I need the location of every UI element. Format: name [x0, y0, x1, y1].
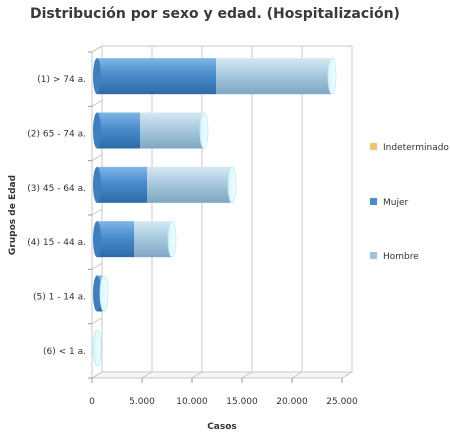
x-gridline-floor: [291, 371, 303, 379]
x-axis-title: Casos: [207, 422, 237, 432]
x-gridline-floor: [341, 371, 353, 379]
y-tick-label: (2) 65 - 74 a.: [27, 130, 86, 140]
chart-title: Distribución por sexo y edad. (Hospitali…: [30, 6, 400, 22]
y-gridline: [91, 371, 103, 379]
x-tick-label: 0: [89, 397, 95, 407]
bar-cap-end: [167, 220, 177, 258]
y-tick-label: (5) 1 - 14 a.: [33, 293, 86, 303]
legend-label-indeterminado[interactable]: Indeterminado: [383, 143, 449, 153]
x-tick-label: 15.000: [226, 397, 258, 407]
bar-cap-start: [93, 275, 101, 312]
y-gridline: [91, 262, 103, 270]
legend-label-hombre[interactable]: Hombre: [383, 252, 419, 262]
back-wall: [101, 45, 353, 373]
bar-hombre[interactable]: [147, 166, 232, 203]
bar-cap-start: [93, 58, 101, 95]
floor: [90, 371, 354, 379]
y-gridline: [91, 99, 103, 107]
bar-mujer[interactable]: [97, 166, 147, 203]
x-gridline-floor: [241, 371, 253, 379]
x-tick-label: 20.000: [276, 397, 308, 407]
bar-cap-end: [327, 57, 337, 95]
bar-cap-end: [92, 329, 102, 367]
y-gridline: [91, 317, 103, 325]
y-tick-label: (3) 45 - 64 a.: [27, 184, 86, 194]
legend-swatch-hombre[interactable]: [370, 252, 377, 259]
legend-swatch-mujer[interactable]: [370, 198, 377, 205]
legend-swatch-indeterminado[interactable]: [370, 143, 377, 150]
y-tick-label: (6) < 1 a.: [43, 347, 86, 357]
bar-hombre[interactable]: [140, 112, 204, 149]
bar-cap-start: [93, 166, 101, 203]
y-axis-title: Grupos de Edad: [8, 175, 18, 255]
bar-hombre[interactable]: [216, 58, 332, 95]
bar-cap-start: [93, 112, 101, 149]
bar-cap-end: [199, 112, 209, 149]
y-gridline: [91, 45, 103, 53]
y-gridline: [91, 154, 103, 162]
y-tick-label: (4) 15 - 44 a.: [27, 238, 86, 248]
bar-cap-end: [227, 166, 237, 204]
x-gridline-floor: [191, 371, 203, 379]
x-gridline-floor: [141, 371, 153, 379]
x-tick-label: 10.000: [176, 397, 208, 407]
bar-hombre[interactable]: [134, 221, 172, 258]
legend-label-mujer[interactable]: Mujer: [383, 198, 409, 208]
bar-mujer[interactable]: [97, 58, 216, 95]
bar-cap-start: [93, 221, 101, 258]
bar-mujer[interactable]: [97, 112, 140, 149]
bar-mujer[interactable]: [97, 221, 134, 258]
x-tick-label: 5.000: [129, 397, 155, 407]
y-gridline: [91, 208, 103, 216]
y-tick-label: (1) > 74 a.: [37, 75, 86, 85]
bar-cap-end: [99, 275, 109, 312]
x-tick-label: 25.000: [326, 397, 358, 407]
